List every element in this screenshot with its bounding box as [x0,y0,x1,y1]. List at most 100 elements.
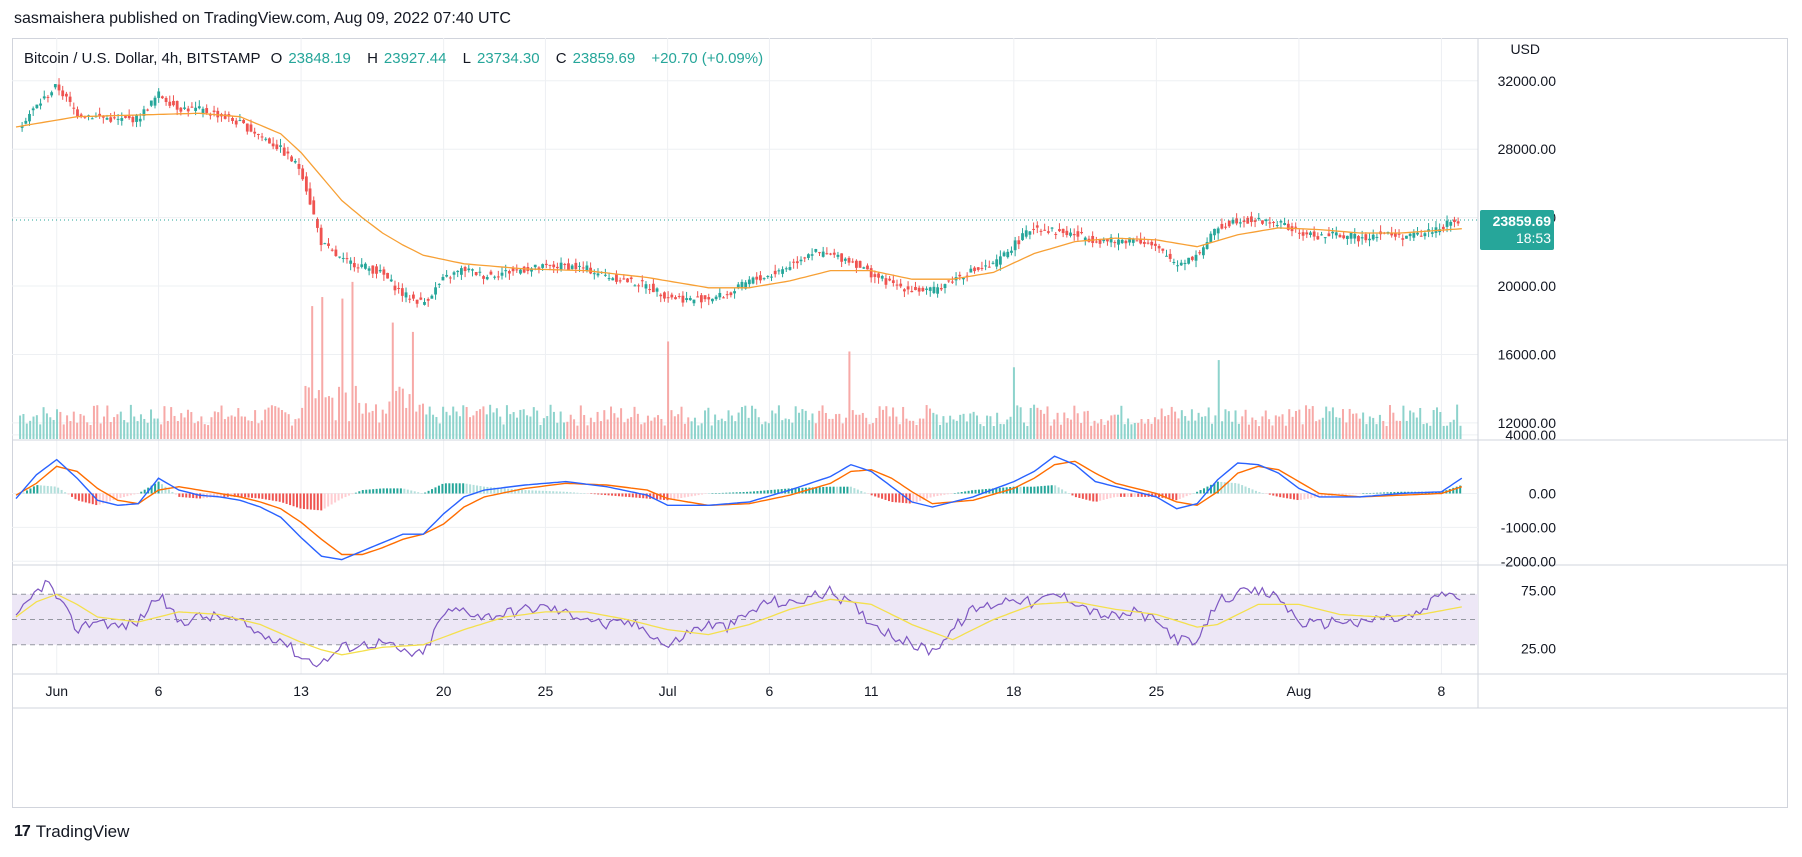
macd-histogram-bar [725,492,728,494]
volume-bar [643,422,646,439]
volume-bar [1157,419,1160,439]
candle-body [559,262,563,270]
volume-bar [1368,416,1371,439]
volume-bar [465,407,468,439]
macd-histogram-bar [347,493,350,496]
candle-body [1198,252,1202,254]
macd-histogram-bar [1154,493,1157,497]
volume-bar [1053,419,1056,439]
macd-histogram-bar [67,493,70,495]
macd-histogram-bar [1379,492,1382,494]
footer-branding[interactable]: 17 TradingView [14,822,129,842]
volume-bar [1321,417,1324,439]
macd-histogram-bar [71,493,73,497]
macd-histogram-bar [666,493,669,501]
volume-bar [1392,412,1395,439]
chart-canvas[interactable]: 32000.0028000.0024000.0020000.0016000.00… [12,38,1788,808]
volume-bar [139,414,142,439]
macd-histogram-bar [399,488,402,494]
volume-bar [170,407,173,439]
macd-histogram-bar [1286,493,1289,499]
volume-bar [1090,425,1093,439]
volume-bar [881,409,884,439]
volume-bar [767,423,770,439]
candle-body [899,283,903,287]
macd-histogram-bar [1209,484,1212,494]
volume-bar [334,420,337,439]
candle-body [1364,234,1368,241]
macd-histogram-bar [1241,485,1244,494]
volume-bar [395,390,398,439]
macd-histogram-bar [704,493,707,494]
macd-histogram-bar [1074,493,1077,498]
candle-body [1312,231,1316,237]
volume-bar [223,419,226,439]
macd-histogram-bar [1383,492,1386,494]
symbol-title[interactable]: Bitcoin / U.S. Dollar, 4h, BITSTAMP [24,50,261,67]
candle-body [611,278,615,281]
macd-histogram-bar [171,491,174,494]
volume-bar [871,423,874,439]
volume-bar [227,416,230,439]
macd-histogram-bar [673,493,676,500]
volume-bar [49,417,52,439]
macd-histogram-bar [195,493,198,499]
candle-body [127,115,131,119]
volume-bar [888,416,891,439]
macd-histogram-bar [849,486,852,494]
candle-body [157,91,161,98]
volume-bar [351,281,354,439]
macd-histogram-bar [1095,493,1098,502]
candle-body [1187,257,1191,264]
candle-body [500,272,504,276]
macd-histogram-bar [1137,493,1140,497]
macd-histogram-bar [545,490,548,494]
macd-histogram-bar [469,484,472,494]
candle-body [1286,223,1290,230]
candle-body [644,284,648,289]
candle-body [711,298,714,302]
volume-bar [945,422,948,439]
volume-bar [1358,418,1361,439]
candle-body [1046,231,1050,233]
volume-bar [526,415,529,439]
macd-histogram-bar [957,492,960,494]
macd-histogram-bar [344,493,347,498]
time-axis-tick-label: 25 [1149,683,1165,699]
volume-bar [505,405,508,439]
candle-body [1249,216,1253,223]
candle-body [1357,236,1360,242]
candle-body [552,264,556,268]
candle-body [958,274,962,277]
macd-histogram-bar [1348,493,1351,495]
macd-histogram-bar [32,486,35,494]
macd-histogram-bar [327,493,330,507]
macd-histogram-bar [604,493,607,496]
volume-bar [1298,409,1301,439]
candle-body [1165,255,1168,257]
candle-body [1083,237,1087,241]
volume-bar [838,413,841,439]
volume-bar [1117,414,1120,439]
candle-body [1024,230,1028,237]
macd-histogram-bar [22,492,25,494]
macd-histogram-bar [926,493,929,499]
macd-histogram-bar [437,485,440,494]
candle-body [832,252,836,255]
ohlc-legend: Bitcoin / U.S. Dollar, 4h, BITSTAMP O 238… [24,50,769,67]
candle-body [50,92,54,96]
volume-bar [489,404,492,439]
macd-histogram-bar [1265,493,1268,494]
volume-bar [327,396,330,439]
volume-bar [1083,411,1086,439]
candle-body [862,267,866,269]
volume-bar [1070,419,1073,439]
volume-bar [438,423,441,439]
candle-body [1058,229,1061,232]
macd-histogram-bar [372,489,375,494]
volume-bar [972,411,975,439]
volume-bar [1194,420,1197,439]
volume-bar [106,405,109,439]
candle-body [744,282,748,289]
candle-body [504,270,508,272]
